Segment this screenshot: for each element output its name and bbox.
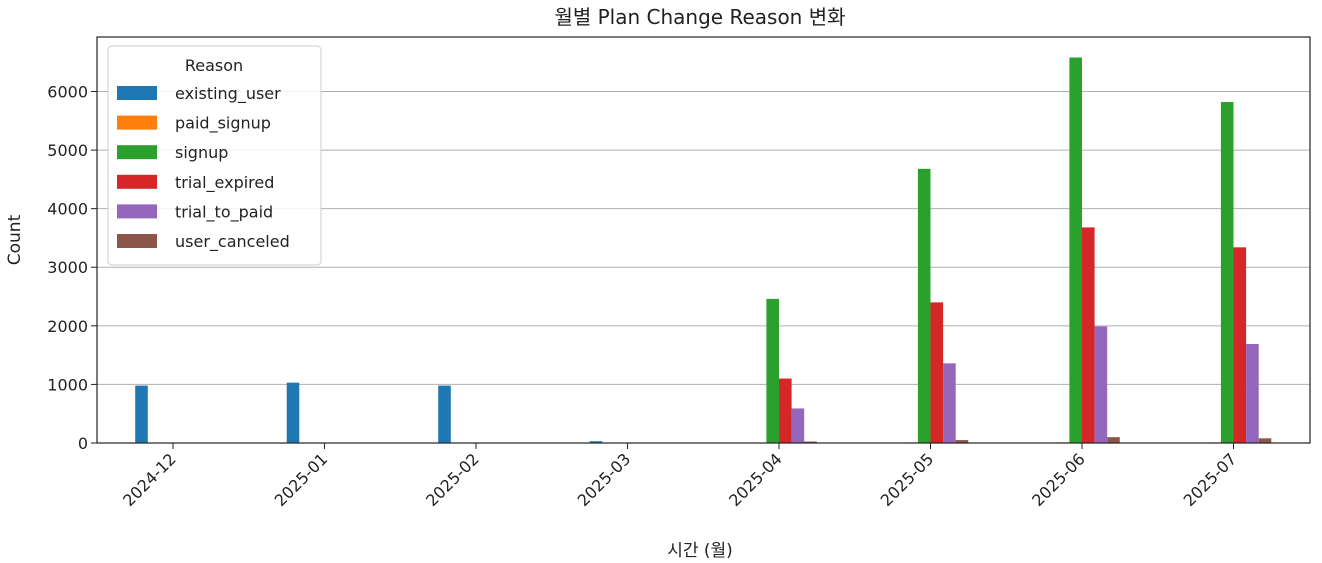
bar-trial_expired (779, 378, 792, 443)
plot-frame (96, 36, 1311, 444)
y-tick-label: 6000 (47, 82, 88, 101)
bar-existing_user (286, 382, 300, 443)
bar-user_canceled (1107, 437, 1120, 443)
bar-existing_user (589, 441, 603, 443)
y-tick-label: 1000 (47, 375, 88, 394)
x-tick-label: 2025-02 (422, 449, 483, 510)
bar-signup (1069, 57, 1082, 443)
x-axis-title: 시간 (월) (667, 541, 733, 561)
bar-trial_expired (930, 302, 944, 443)
bar-trial_to_paid (1094, 326, 1108, 443)
bar-user_canceled (1258, 438, 1272, 443)
legend-label: signup (175, 143, 228, 162)
legend-label: trial_expired (175, 173, 274, 193)
x-axis: 2024-12 2025-01 2025-02 2025-03 2025-04 2025-… (119, 443, 1240, 510)
x-tick-label: 2025-04 (725, 449, 786, 510)
bars (135, 57, 1272, 443)
bar-user_canceled (804, 441, 817, 443)
x-tick-label: 2025-01 (271, 449, 332, 510)
y-axis-title: Count (5, 214, 25, 265)
bar-signup (1220, 102, 1234, 443)
bar-trial_to_paid (1246, 343, 1259, 443)
legend-label: user_canceled (175, 232, 290, 252)
legend-label: existing_user (175, 84, 281, 104)
x-tick-label: 2025-03 (574, 449, 635, 510)
bar-existing_user (135, 385, 148, 443)
x-tick-label: 2025-06 (1028, 449, 1089, 510)
bar-signup (917, 168, 931, 443)
x-tick-label: 2025-07 (1180, 449, 1241, 510)
bar-signup (766, 298, 779, 443)
legend-box (107, 45, 322, 266)
y-tick-label: 0 (78, 434, 88, 453)
bar-trial_to_paid (943, 363, 956, 443)
legend-label: trial_to_paid (175, 202, 273, 222)
x-tick-label: 2024-12 (119, 449, 180, 510)
legend-title: Reason (185, 56, 243, 75)
bar-trial_expired (1233, 247, 1247, 443)
bar-existing_user (438, 385, 451, 443)
bar-trial_to_paid (791, 408, 805, 443)
legend-swatch (117, 115, 157, 130)
legend-label: paid_signup (175, 114, 271, 134)
x-tick-label: 2025-05 (877, 449, 938, 510)
y-tick-label: 5000 (47, 141, 88, 160)
y-tick-label: 4000 (47, 200, 88, 219)
y-axis: 0 1000 2000 3000 4000 5000 6000 (47, 82, 97, 453)
legend-swatch (117, 204, 157, 219)
y-tick-label: 2000 (47, 317, 88, 336)
bar-user_canceled (955, 440, 969, 443)
legend-swatch (117, 145, 157, 160)
chart-title: 월별 Plan Change Reason 변화 (554, 5, 845, 29)
bar-trial_expired (1082, 227, 1095, 443)
legend-swatch (117, 174, 157, 189)
y-tick-label: 3000 (47, 258, 88, 277)
legend-swatch (117, 86, 157, 100)
legend-swatch (117, 234, 157, 248)
